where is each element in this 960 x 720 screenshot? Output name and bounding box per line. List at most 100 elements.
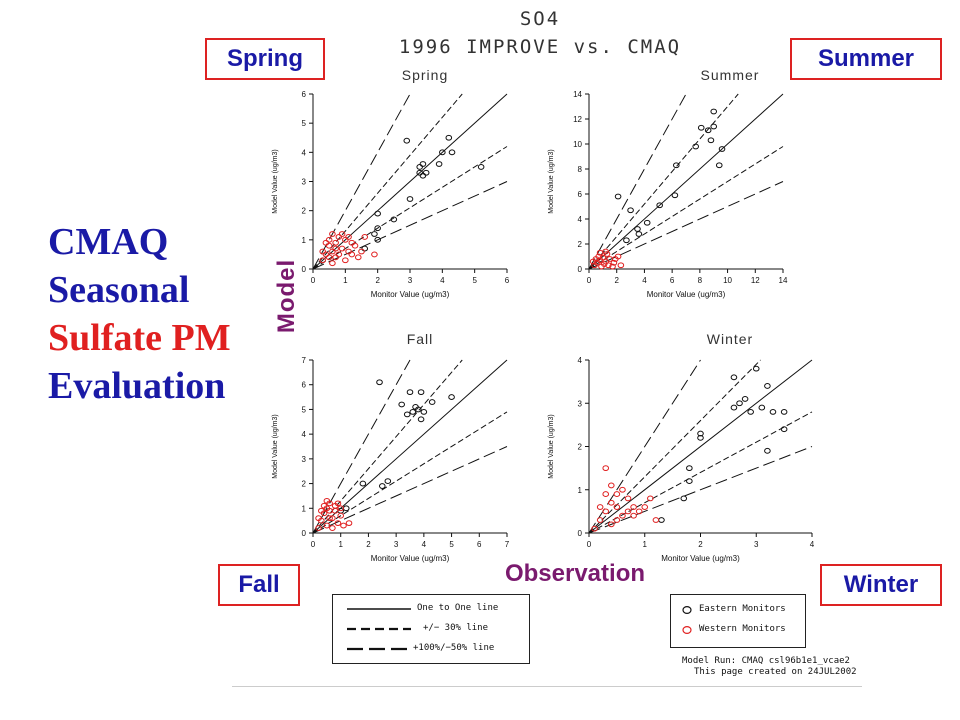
western-point-3-14 <box>641 504 649 510</box>
big-title-line2: Seasonal <box>48 269 190 311</box>
y-tick-label-0-1: 1 <box>302 236 307 245</box>
x-tick-label-1-6: 6 <box>670 276 675 285</box>
season-box-summer: Summer <box>790 38 942 80</box>
western-point-2-21 <box>315 515 322 522</box>
observation-axis-label: Observation <box>504 560 646 587</box>
footer-created: This page created on 24JUL2002 <box>694 667 857 677</box>
western-point-3-12 <box>619 512 626 519</box>
y-tick-label-0-6: 6 <box>302 90 307 99</box>
y-tick-label-0-3: 3 <box>302 178 307 187</box>
x-tick-label-1-10: 10 <box>723 276 732 285</box>
x-tick-label-0-1: 1 <box>343 276 348 285</box>
western-point-3-2 <box>602 508 610 515</box>
western-point-3-7 <box>619 486 626 493</box>
western-point-1-11 <box>610 259 618 266</box>
plus100-line-0 <box>312 93 411 270</box>
one-to-one-line-0 <box>312 93 508 270</box>
big-title-line3: Sulfate PM <box>48 317 231 359</box>
western-point-2-18 <box>326 507 333 514</box>
western-point-2-16 <box>329 525 336 531</box>
eastern-point-2-0 <box>376 379 383 386</box>
eastern-point-2-1 <box>398 401 405 408</box>
y-tick-label-1-14: 14 <box>573 90 582 99</box>
western-point-3-1 <box>596 517 604 523</box>
legend-one-to-one: One to One line <box>417 603 499 613</box>
x-tick-label-0-0: 0 <box>311 276 316 285</box>
western-point-3-20 <box>613 504 621 510</box>
season-box-spring: Spring <box>205 38 325 80</box>
legend-eastern-marker <box>682 606 692 615</box>
eastern-point-1-4 <box>623 237 630 244</box>
chart-title-2: Fall <box>407 331 434 347</box>
eastern-point-1-14 <box>710 108 718 115</box>
x-tick-label-0-2: 2 <box>375 276 380 285</box>
western-point-1-9 <box>600 261 608 267</box>
eastern-point-2-4 <box>409 409 417 415</box>
western-point-0-15 <box>338 231 346 237</box>
legend-western-marker <box>682 626 692 635</box>
western-point-0-20 <box>371 251 378 258</box>
eastern-point-0-10 <box>477 164 485 170</box>
x-tick-label-0-3: 3 <box>408 276 413 285</box>
western-point-3-6 <box>608 482 615 489</box>
minus30-line-3 <box>588 411 813 534</box>
y-tick-label-2-4: 4 <box>302 430 307 439</box>
y-tick-label-3-2: 2 <box>578 443 583 452</box>
eastern-point-3-11 <box>764 447 771 454</box>
figure-title-line2: 1996 IMPROVE vs. CMAQ <box>398 36 682 58</box>
eastern-point-2-8 <box>417 416 425 423</box>
eastern-point-1-9 <box>692 143 700 150</box>
eastern-point-0-14 <box>406 196 414 202</box>
y-tick-label-2-1: 1 <box>302 504 307 513</box>
x-tick-label-1-4: 4 <box>642 276 647 285</box>
y-tick-label-3-3: 3 <box>578 399 583 408</box>
eastern-point-0-6 <box>435 161 443 167</box>
big-title: CMAQ Seasonal Sulfate PM Evaluation <box>48 218 231 410</box>
eastern-point-1-2 <box>634 226 641 232</box>
minus30-line-1 <box>588 146 784 270</box>
western-point-0-2 <box>325 242 333 249</box>
minus30-line-2 <box>312 411 508 534</box>
x-axis-label-0: Monitor Value (ug/m3) <box>371 290 450 299</box>
eastern-point-1-10 <box>697 124 705 131</box>
western-point-1-14 <box>609 263 616 270</box>
eastern-point-3-7 <box>764 383 771 389</box>
x-tick-label-1-0: 0 <box>587 276 592 285</box>
eastern-point-1-16 <box>715 162 723 169</box>
footer-model-run: Model Run: CMAQ csl96b1e1_vcae2 <box>682 656 850 666</box>
y-tick-label-0-2: 2 <box>302 207 307 216</box>
x-tick-label-3-3: 3 <box>754 540 759 549</box>
western-point-2-8 <box>337 512 345 519</box>
y-tick-label-3-4: 4 <box>578 356 583 365</box>
minus50-line-2 <box>312 446 508 534</box>
eastern-point-1-15 <box>718 146 726 152</box>
x-tick-label-2-1: 1 <box>338 540 343 549</box>
western-point-1-17 <box>612 256 619 262</box>
western-point-2-5 <box>329 515 336 522</box>
eastern-point-2-12 <box>378 483 386 489</box>
western-point-3-8 <box>624 495 632 502</box>
eastern-point-2-2 <box>403 411 411 418</box>
legend-line-samples <box>347 608 411 651</box>
eastern-point-0-13 <box>390 216 398 223</box>
western-point-3-17 <box>608 521 615 528</box>
western-point-0-24 <box>332 245 339 252</box>
y-tick-label-1-2: 2 <box>578 240 583 249</box>
western-point-1-15 <box>589 258 597 265</box>
western-point-2-6 <box>331 507 339 514</box>
plus100-line-2 <box>312 359 411 534</box>
eastern-point-1-7 <box>673 162 680 169</box>
y-tick-label-2-2: 2 <box>302 480 307 489</box>
x-tick-label-1-8: 8 <box>698 276 703 285</box>
eastern-point-0-9 <box>448 149 456 156</box>
western-point-1-13 <box>617 262 625 269</box>
y-tick-label-0-5: 5 <box>302 119 307 128</box>
bottom-divider <box>232 686 862 687</box>
western-point-0-22 <box>319 248 327 255</box>
eastern-point-1-6 <box>656 202 663 209</box>
eastern-point-0-8 <box>445 134 453 141</box>
y-tick-label-3-0: 0 <box>578 529 583 538</box>
legend-eastern: Eastern Monitors <box>699 604 786 614</box>
minus50-line-0 <box>312 181 508 270</box>
eastern-point-1-13 <box>710 123 718 130</box>
